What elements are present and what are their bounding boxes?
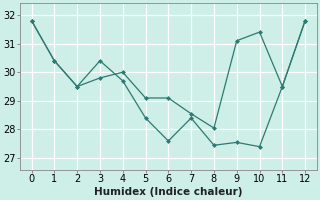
X-axis label: Humidex (Indice chaleur): Humidex (Indice chaleur): [94, 187, 243, 197]
